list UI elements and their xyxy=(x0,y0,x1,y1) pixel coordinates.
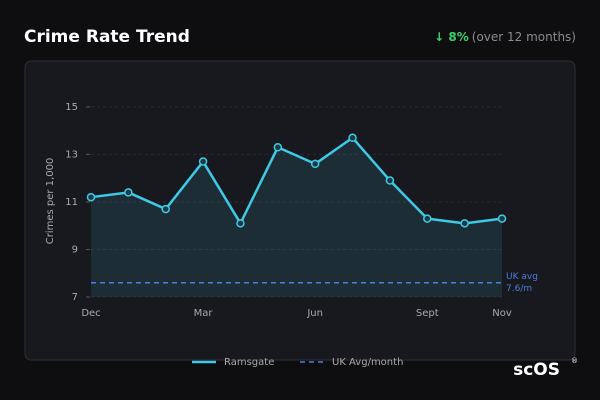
legend-label: Ramsgate xyxy=(224,357,274,368)
x-tick-label: Dec xyxy=(81,308,100,319)
change-note: (over 12 months) xyxy=(472,30,576,44)
point xyxy=(497,214,507,223)
point xyxy=(273,143,283,152)
plot: 7 9 11 13 15 Dec Mar Jun Sept Nov UK avg 7.6/m Ramsg… xyxy=(65,102,538,368)
y-axis-label: Crimes per 1,000 xyxy=(45,158,56,245)
point xyxy=(236,219,245,228)
x-tick-label: Nov xyxy=(492,308,512,319)
line xyxy=(90,136,503,225)
y-tick-label: 15 xyxy=(65,102,78,113)
x-tick-label: Sept xyxy=(416,308,439,319)
x-tick-label: Jun xyxy=(306,308,323,319)
logo-right: OS xyxy=(533,360,560,380)
title: Crime Rate Trend xyxy=(24,27,190,47)
point xyxy=(198,157,208,166)
y-tick-label: 13 xyxy=(65,149,78,160)
y-tick-label: 9 xyxy=(72,244,78,255)
logo: scOS xyxy=(513,360,560,380)
point xyxy=(124,188,133,197)
point xyxy=(423,214,432,223)
point xyxy=(348,133,357,143)
legend-label: UK Avg/month xyxy=(332,357,403,368)
x-tick-label: Mar xyxy=(194,308,214,319)
point xyxy=(460,219,469,228)
reference-label: 7.6/m xyxy=(506,284,532,294)
logo-left: sc xyxy=(513,360,533,380)
point xyxy=(86,192,96,202)
reference-label: UK avg xyxy=(506,272,538,282)
change-value: ↓ 8% xyxy=(434,30,469,44)
point xyxy=(385,176,395,185)
logo-mark: ® xyxy=(571,357,578,365)
area xyxy=(91,137,502,297)
change-summary: ↓ 8% (over 12 months) xyxy=(434,30,576,44)
point xyxy=(161,204,170,214)
chart-card xyxy=(24,60,576,361)
y-tick-label: 11 xyxy=(65,197,78,208)
y-tick-label: 7 xyxy=(72,292,78,303)
point xyxy=(310,159,320,169)
